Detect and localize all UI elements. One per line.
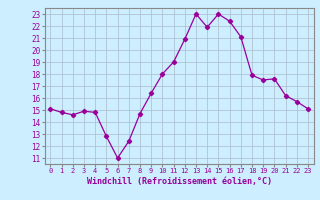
X-axis label: Windchill (Refroidissement éolien,°C): Windchill (Refroidissement éolien,°C)	[87, 177, 272, 186]
